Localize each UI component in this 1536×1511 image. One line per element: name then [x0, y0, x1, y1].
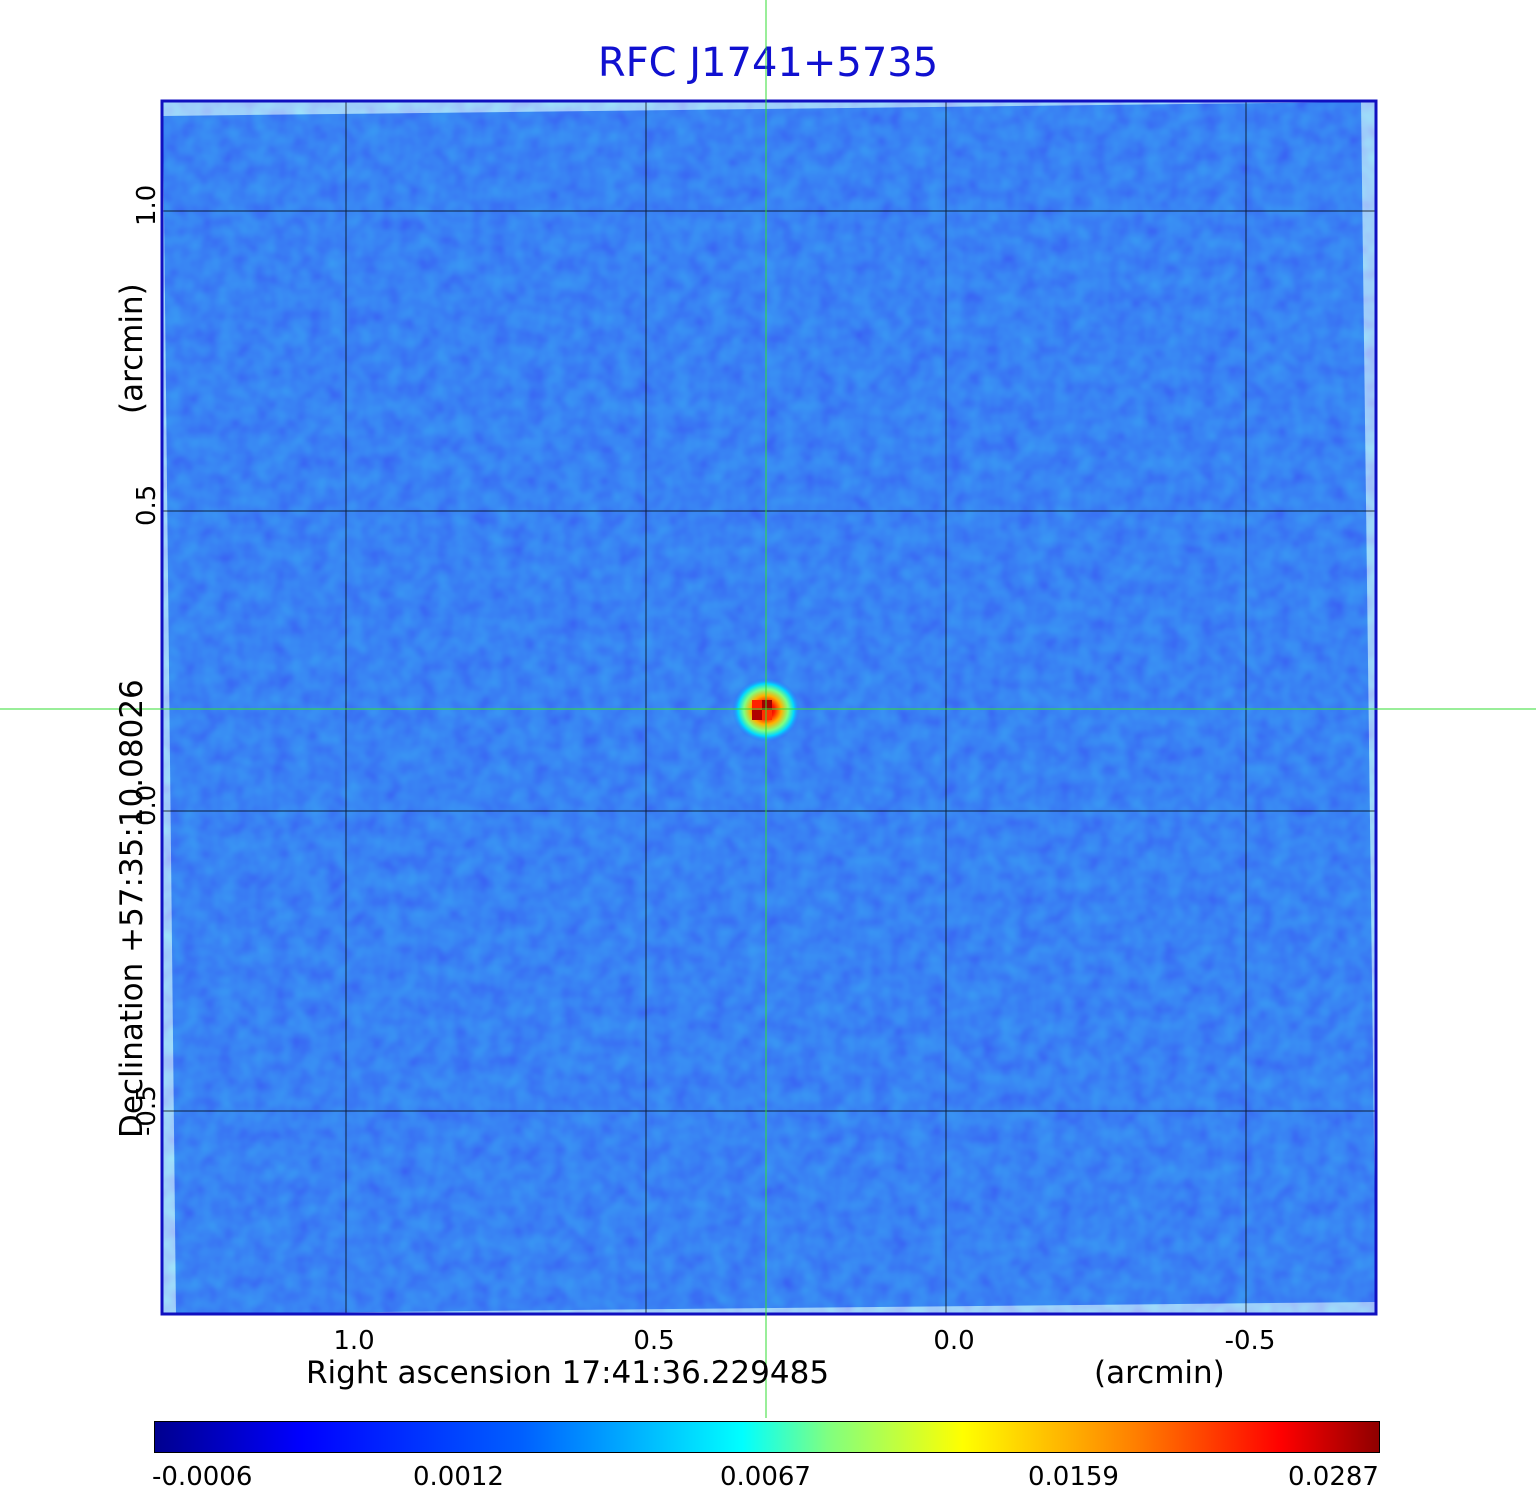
x-tick-label: 0.5 [633, 1326, 675, 1356]
x-tick-label: 1.0 [333, 1326, 375, 1356]
y-tick-label: 0.5 [132, 484, 162, 526]
colorbar-tick-label: -0.0006 [152, 1462, 253, 1492]
colorbar-tick-label: 0.0287 [1288, 1462, 1379, 1492]
colorbar [154, 1421, 1380, 1453]
plot-frame [160, 99, 1378, 1316]
x-axis-label: Right ascension 17:41:36.229485 [306, 1355, 830, 1391]
crosshair [0, 0, 1536, 1418]
x-tick-label: -0.5 [1224, 1326, 1276, 1356]
colorbar-tick-label: 0.0012 [413, 1462, 504, 1492]
coordinate-grid [162, 101, 1376, 1314]
x-tick-label: 0.0 [933, 1326, 975, 1356]
y-tick-label: 1.0 [132, 184, 162, 226]
colorbar-tick-label: 0.0159 [1028, 1462, 1119, 1492]
image-title: RFC J1741+5735 [597, 40, 939, 86]
y-axis-label: Declination +57:35:10.08026 [114, 679, 150, 1138]
x-axis-unit: (arcmin) [1094, 1355, 1225, 1391]
y-axis-unit: (arcmin) [114, 283, 150, 414]
colorbar-tick-label: 0.0067 [720, 1462, 811, 1492]
